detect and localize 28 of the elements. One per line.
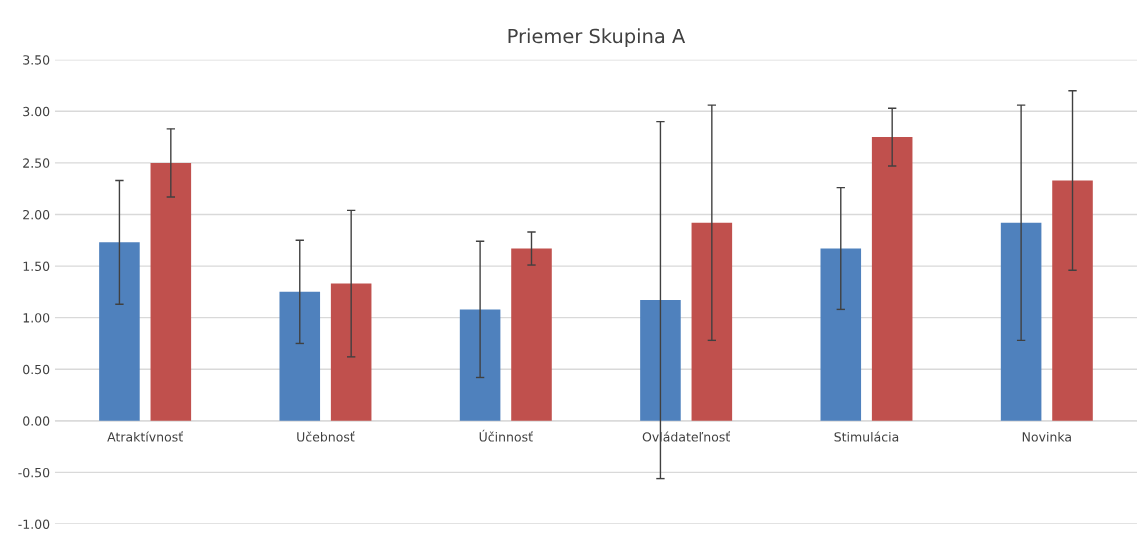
bar xyxy=(511,248,552,421)
y-tick-label: 1.50 xyxy=(23,261,50,271)
y-tick-label: 3.00 xyxy=(23,106,50,117)
bar xyxy=(1000,222,1042,421)
y-tick-label: -0.50 xyxy=(18,467,50,478)
x-tick-label: Účinnosť xyxy=(479,429,533,442)
y-tick-label: 3.50 xyxy=(23,55,50,65)
bar xyxy=(820,248,862,421)
x-tick-label: Učebnosť xyxy=(297,431,355,442)
y-tick-label: -1.00 xyxy=(18,519,50,529)
y-tick-label: 0.50 xyxy=(23,364,50,375)
y-tick-label: 2.00 xyxy=(23,209,50,220)
y-tick-label: 0.00 xyxy=(23,416,50,426)
x-tick-label: Atraktívnosť xyxy=(107,431,183,442)
bar xyxy=(150,162,192,421)
chart-title: Priemer Skupina A xyxy=(508,28,686,48)
y-tick-label: 1.00 xyxy=(23,313,50,323)
bar xyxy=(279,291,321,421)
bar xyxy=(871,137,913,421)
y-tick-label: 2.50 xyxy=(23,158,50,168)
bar xyxy=(99,242,140,421)
x-tick-label: Novinka xyxy=(1022,431,1071,442)
x-tick-label: Stimulácia xyxy=(834,431,899,442)
bar xyxy=(640,300,681,421)
bar xyxy=(691,222,733,421)
bar xyxy=(330,283,372,421)
bar xyxy=(1052,180,1093,421)
bar xyxy=(459,309,501,421)
